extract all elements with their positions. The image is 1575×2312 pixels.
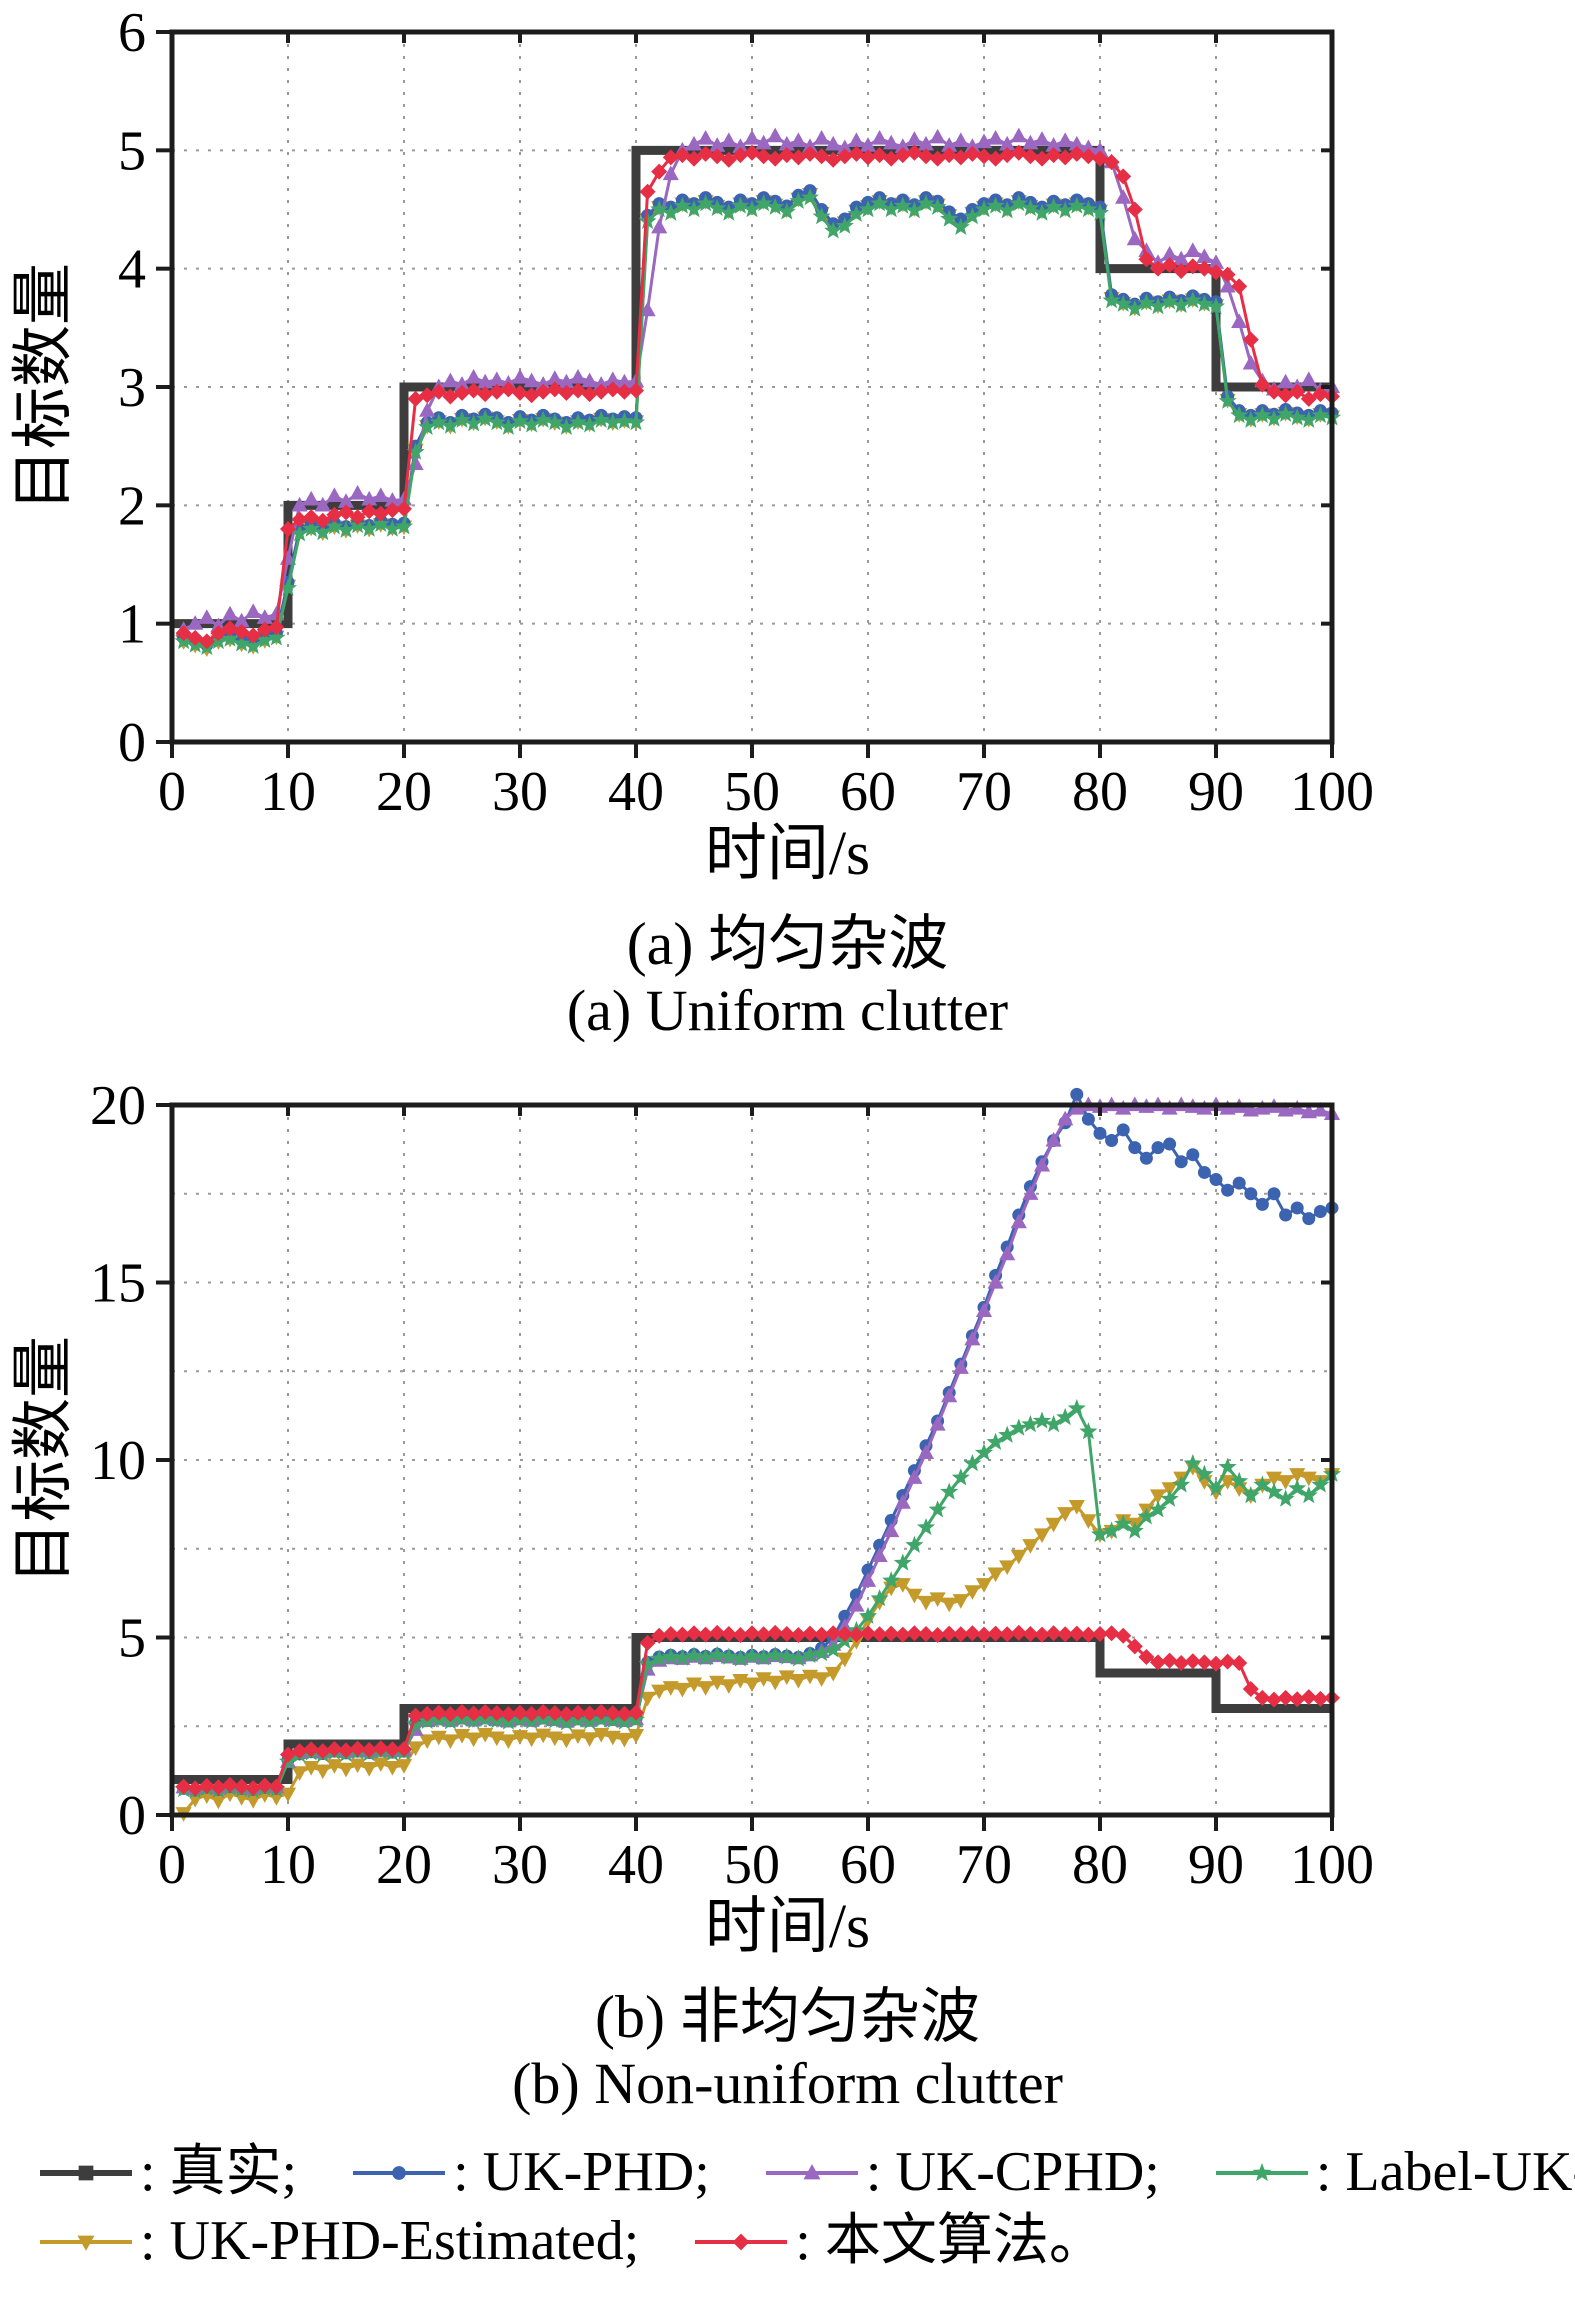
legend-label-proposed: : 本文算法。: [795, 2210, 1105, 2273]
svg-text:90: 90: [1188, 1834, 1244, 1895]
svg-text:100: 100: [1290, 761, 1374, 822]
svg-text:3: 3: [118, 357, 146, 419]
series-uk-cphd-line: [182, 134, 1333, 631]
series-label-uk-phd-a: [174, 188, 1342, 656]
legend-item-uk-phd: : UK-PHD;: [349, 2140, 710, 2204]
svg-text:80: 80: [1072, 761, 1128, 822]
svg-text:30: 30: [492, 1834, 548, 1895]
svg-text:20: 20: [90, 1075, 146, 1137]
svg-text:20: 20: [376, 761, 432, 822]
y-axis-title-a: 目标数量: [10, 263, 78, 511]
legend-item-uk-cphd: : UK-CPHD;: [762, 2140, 1160, 2204]
svg-text:5: 5: [118, 120, 146, 182]
axis-ticks-b: [156, 1102, 1334, 1831]
series-label-uk-phd-markers: [174, 188, 1342, 656]
series-uk-phd-a: [177, 184, 1339, 652]
legend-item-true: : 真实;: [36, 2140, 298, 2204]
svg-text:90: 90: [1188, 761, 1244, 822]
svg-text:6: 6: [118, 2, 146, 64]
svg-text:60: 60: [840, 761, 896, 822]
series-uk-phd-markers: [177, 1087, 1339, 1797]
figure-legend: : 真实; : UK-PHD; : UK-CPHD; : Label-UK-PHD;:…: [36, 2140, 1575, 2273]
legend-label-uk-phd: : UK-PHD;: [453, 2140, 710, 2203]
series-uk-cphd-line: [183, 1103, 1333, 1791]
series-uk-cphd-b: [175, 1096, 1341, 1795]
series-uk-cphd-markers: [175, 1096, 1341, 1795]
legend-label-uk-phd-estimated: : UK-PHD-Estimated;: [140, 2210, 640, 2273]
x-tick-labels-b: 0 10 20 30 40 50 60 70 80 90 100: [158, 1834, 1374, 1895]
svg-text:4: 4: [118, 239, 146, 301]
series-label-uk-phd-markers: [174, 1398, 1342, 1799]
svg-text:40: 40: [608, 761, 664, 822]
legend-swatch-label-uk-phd-icon: [1215, 2162, 1308, 2181]
x-tick-labels-a: 0 10 20 30 40 50 60 70 80 90 100: [158, 761, 1374, 822]
legend-item-proposed: : 本文算法。: [691, 2211, 1105, 2273]
svg-text:10: 10: [260, 1834, 316, 1895]
chart-b-caption-en: (b) Non-uniform clutter: [512, 2050, 1063, 2116]
series-label-uk-phd-line: [183, 1406, 1334, 1793]
svg-text:60: 60: [840, 1834, 896, 1895]
legend-row-2: : UK-PHD-Estimated; : 本文算法。: [36, 2211, 1575, 2273]
svg-text:70: 70: [956, 761, 1012, 822]
svg-text:40: 40: [608, 1834, 664, 1895]
series-uk-phd-b: [177, 1087, 1339, 1797]
legend-swatch-true-icon: [40, 2165, 132, 2180]
legend-label-uk-cphd: : UK-CPHD;: [865, 2140, 1160, 2203]
svg-text:0: 0: [158, 1834, 186, 1895]
series-proposed-b: [175, 1624, 1340, 1797]
legend-item-uk-phd-estimated: : UK-PHD-Estimated;: [36, 2211, 639, 2273]
svg-text:10: 10: [90, 1430, 146, 1492]
chart-a-caption-zh: (a) 均匀杂波: [626, 911, 949, 978]
svg-text:0: 0: [158, 761, 186, 822]
svg-text:70: 70: [956, 1834, 1012, 1895]
legend-label-true: : 真实;: [140, 2140, 298, 2203]
axis-ticks-a: [156, 30, 1334, 758]
svg-text:80: 80: [1072, 1834, 1128, 1895]
series-uk-phd-markers: [177, 184, 1339, 652]
chart-b-canvas: 0 10 20 30 40 50 60 70 80 90 100 0 5 10 15 20 目标数量: [10, 1075, 1374, 1895]
series-proposed-a: [175, 144, 1340, 650]
svg-text:30: 30: [492, 761, 548, 822]
series-uk-phd-line: [183, 1092, 1333, 1792]
series-proposed-line: [183, 151, 1333, 643]
y-tick-labels-a: 0 1 2 3 4 5 6: [118, 2, 146, 774]
gridlines-b: [172, 1104, 1332, 1815]
svg-text:50: 50: [724, 1834, 780, 1895]
chart-a-caption-en: (a) Uniform clutter: [566, 978, 1009, 1044]
chart-b-block: 0 10 20 30 40 50 60 70 80 90 100 0 5 10 15 20 目标数量 时间/s …: [0, 1073, 1575, 2116]
legend-swatch-uk-phd-estimated-icon: [40, 2235, 132, 2252]
svg-text:0: 0: [118, 1785, 146, 1847]
y-tick-labels-b: 0 5 10 15 20: [90, 1075, 146, 1847]
svg-text:5: 5: [118, 1607, 146, 1669]
svg-text:20: 20: [376, 1834, 432, 1895]
legend-swatch-uk-cphd-icon: [765, 2163, 858, 2180]
chart-b-xaxis-title: 时间/s: [704, 1892, 871, 1961]
svg-text:15: 15: [90, 1252, 146, 1314]
series-label-uk-phd-b: [174, 1398, 1342, 1799]
series-proposed-markers: [175, 1624, 1340, 1797]
chart-a-block: 0 10 20 30 40 50 60 70 80 90 100 0 1 2 3 4 5 6 目标数量 时间/s (…: [0, 0, 1575, 1043]
chart-a-xaxis-title: 时间/s: [704, 820, 871, 888]
series-proposed-markers: [175, 144, 1340, 650]
legend-row-1: : 真实; : UK-PHD; : UK-CPHD; : Label-UK-PHD;: [36, 2140, 1575, 2204]
svg-text:50: 50: [724, 761, 780, 822]
svg-text:100: 100: [1290, 1834, 1374, 1895]
svg-text:2: 2: [118, 475, 146, 537]
svg-text:10: 10: [260, 761, 316, 822]
legend-label-label-uk-phd: : Label-UK-PHD;: [1315, 2140, 1575, 2203]
svg-text:1: 1: [118, 594, 146, 656]
chart-a-canvas: 0 10 20 30 40 50 60 70 80 90 100 0 1 2 3 4 5 6 目标数量: [10, 2, 1374, 822]
svg-text:0: 0: [118, 712, 146, 774]
legend-item-label-uk-phd: : Label-UK-PHD;: [1212, 2140, 1575, 2204]
chart-b-caption-zh: (b) 非均匀杂波: [595, 1983, 980, 2050]
legend-swatch-uk-phd-icon: [353, 2165, 446, 2180]
y-axis-title-b: 目标数量: [10, 1336, 78, 1584]
legend-swatch-proposed-icon: [695, 2233, 788, 2251]
